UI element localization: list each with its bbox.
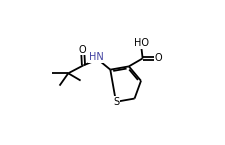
Text: S: S — [112, 97, 119, 107]
Text: O: O — [154, 53, 161, 63]
Text: HO: HO — [133, 38, 148, 48]
Text: HN: HN — [89, 52, 104, 62]
Text: O: O — [78, 45, 86, 55]
